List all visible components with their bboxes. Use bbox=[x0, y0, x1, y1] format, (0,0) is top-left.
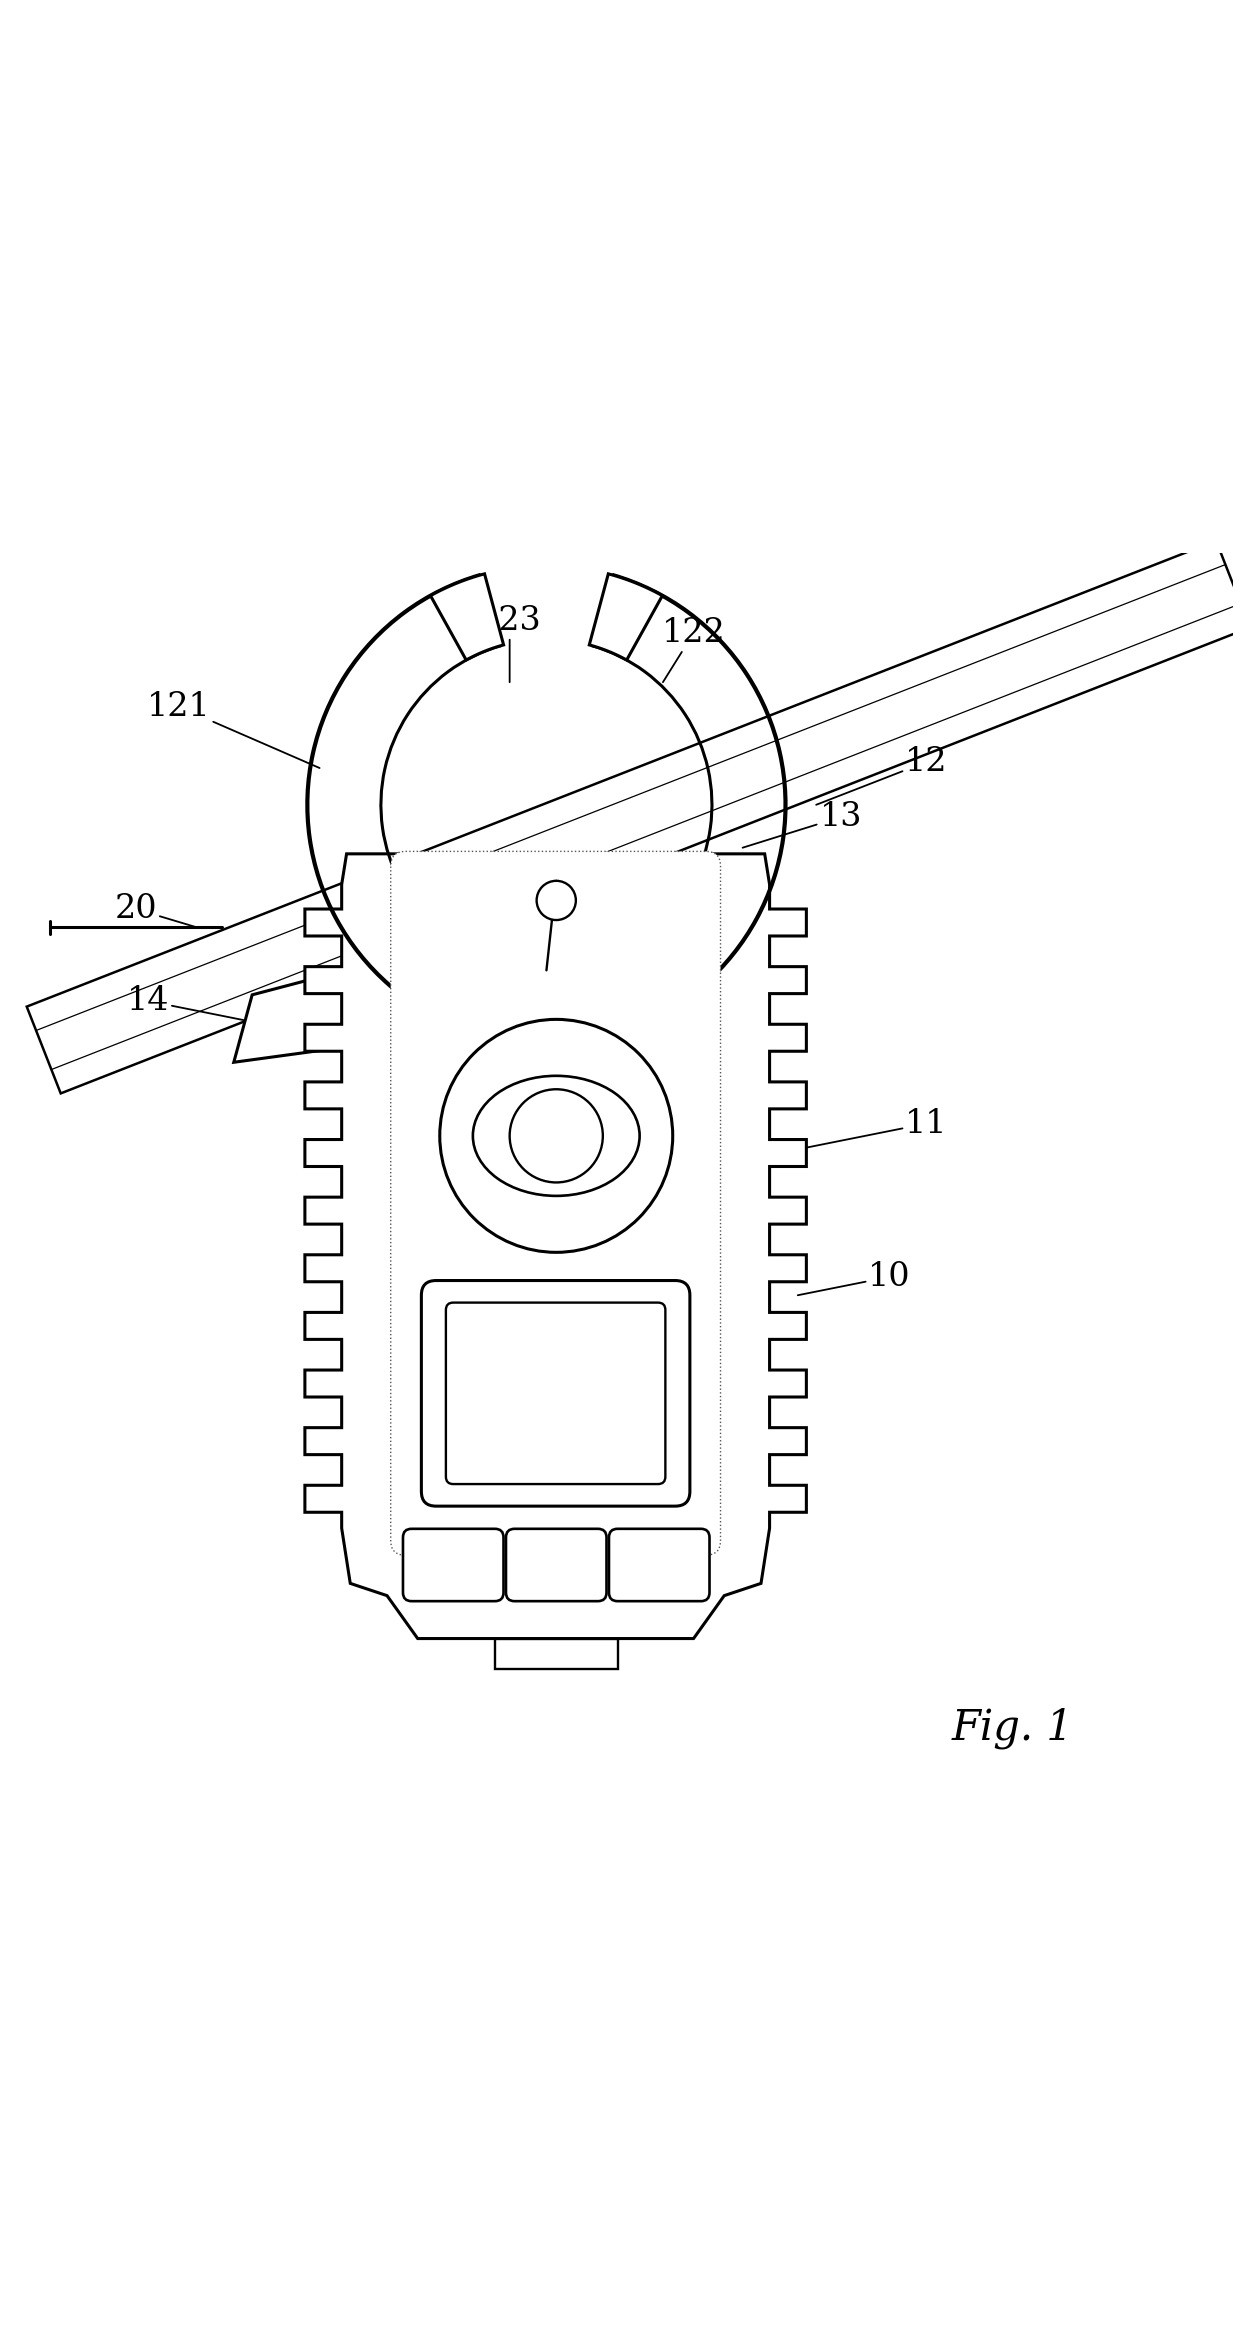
Text: 12: 12 bbox=[816, 747, 947, 805]
Ellipse shape bbox=[472, 1076, 640, 1197]
Text: 14: 14 bbox=[126, 985, 270, 1027]
FancyBboxPatch shape bbox=[506, 1528, 606, 1600]
Text: 122: 122 bbox=[662, 618, 725, 681]
Circle shape bbox=[510, 1090, 603, 1183]
Text: 13: 13 bbox=[743, 800, 862, 847]
Circle shape bbox=[537, 882, 575, 919]
FancyBboxPatch shape bbox=[422, 1281, 689, 1507]
Text: 10: 10 bbox=[797, 1260, 911, 1295]
Text: Fig. 1: Fig. 1 bbox=[952, 1708, 1074, 1750]
Text: 121: 121 bbox=[146, 691, 320, 768]
Polygon shape bbox=[305, 854, 806, 1638]
Text: 123: 123 bbox=[477, 604, 542, 681]
Text: 20: 20 bbox=[114, 894, 197, 929]
Polygon shape bbox=[234, 964, 368, 1062]
FancyBboxPatch shape bbox=[446, 1302, 666, 1484]
FancyBboxPatch shape bbox=[609, 1528, 709, 1600]
FancyBboxPatch shape bbox=[495, 1638, 618, 1668]
FancyBboxPatch shape bbox=[391, 852, 720, 1556]
FancyBboxPatch shape bbox=[403, 1528, 503, 1600]
Text: 11: 11 bbox=[774, 1108, 947, 1155]
Polygon shape bbox=[27, 541, 1240, 1094]
Polygon shape bbox=[430, 574, 503, 660]
Circle shape bbox=[440, 1020, 673, 1253]
Polygon shape bbox=[589, 574, 662, 660]
